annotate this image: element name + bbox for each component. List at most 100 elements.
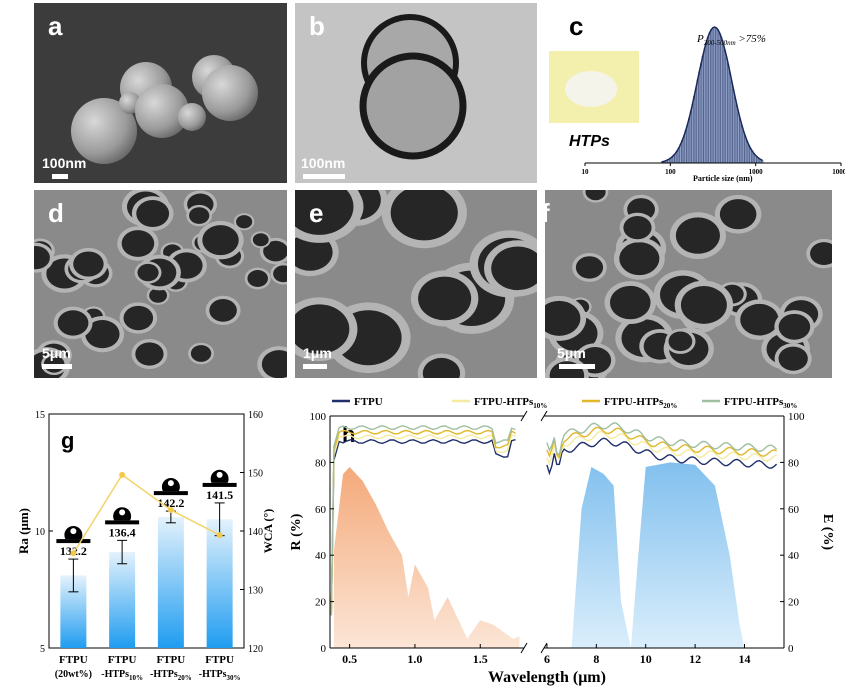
histogram-bar [725,56,728,164]
panel-g-right-tick: 140 [248,527,263,538]
panel-a-scale-label: 100nm [42,155,87,171]
wca-line [72,473,220,554]
wca-point [216,532,223,539]
histogram-bar [744,136,747,164]
histogram-bar [727,64,730,164]
reflectance-curve-visible [330,429,516,616]
histogram-bar [742,131,745,164]
histogram-bar [737,112,740,164]
panel-f-scale-label: 5μm [557,345,586,361]
panel-g-category-line1: FTPU [205,654,234,666]
panel-c-xlabel: Particle size (nm) [693,174,753,183]
panel-g-label: g [61,428,74,453]
droplet-highlight-icon [70,528,77,535]
histogram-bar [684,130,687,164]
panel-h-right-tick: 40 [788,550,800,562]
wca-value-label: 141.5 [206,488,233,502]
panel-h-right-tick: 20 [788,597,800,609]
panel-g-right-tick: 160 [248,410,263,421]
histogram-bar [686,124,689,164]
panel-c-xtick-label: 1000 [749,168,764,176]
panel-g-category-line2: -HTPs30% [199,669,241,682]
histogram-bar [698,71,701,164]
histogram-bar [722,43,724,164]
panel-h-ylabel-right: E (%) [820,514,835,551]
droplet-highlight-icon [216,471,223,478]
histogram-bar [739,119,742,164]
droplet-substrate-icon [105,520,140,525]
panel-f-scale-bar [559,364,595,369]
panel-h-left-tick: 60 [315,504,327,516]
panel-h-xtick-label: 14 [738,652,750,666]
histogram-bar [749,148,752,164]
histogram-bar [720,37,723,164]
histogram-bar [732,89,735,164]
histogram-bar [708,32,711,164]
panel-g-category-line1: FTPU [59,654,88,666]
axis-break-mark [520,642,528,654]
panel-c-xtick-label: 100 [665,168,676,176]
histogram-bar [730,80,733,164]
panel-d-pores [34,190,287,378]
panel-h-left-tick: 80 [315,457,327,469]
histogram-bar [705,42,707,164]
panel-e-pores [295,190,537,378]
panel-d-scale-bar [42,364,72,369]
panel-g-right-tick: 120 [248,644,263,655]
panel-h-xlabel: Wavelength (μm) [488,669,606,686]
wca-value-label: 142.2 [157,496,184,510]
histogram-bar [681,140,684,164]
droplet-substrate-icon [202,482,237,487]
histogram-bar [712,27,714,164]
panel-g-left-tick: 5 [40,644,45,655]
histogram-bar [735,104,738,164]
histogram-bar [700,63,702,164]
panel-g-category-line2: -HTPs20% [150,669,192,682]
panel-g-left-tick: 15 [35,410,45,421]
wca-value-label: 136.4 [109,525,136,539]
panel-h-left-tick: 100 [310,411,327,423]
panel-c-xtick-label: 10 [582,168,590,176]
panel-h-ylabel-left: R (%) [289,513,304,550]
panel-g-category-line2: -HTPs10% [101,669,143,682]
product-powder [565,71,617,107]
panel-h-left-tick: 0 [321,643,327,655]
droplet-highlight-icon [167,480,174,487]
ra-bar [206,519,233,648]
panel-c-xtick-label: 10000 [832,168,845,176]
panel-g-right-tick: 130 [248,586,263,597]
panel-h-xtick-label: 1.5 [473,652,488,666]
histogram-bar [688,118,690,164]
histogram-bar [710,29,713,164]
panel-g-category-line1: FTPU [157,654,186,666]
panel-f-pores [545,190,832,378]
panel-h-xtick-label: 0.5 [342,652,357,666]
panel-h-xtick-label: 12 [689,652,701,666]
reflectance-curve-visible [330,438,516,616]
panel-a-scale-bar [52,174,68,179]
panel-c-annotation: P200-500nm >75% [697,33,766,48]
axis-break-mark [520,410,528,422]
histogram-bar [729,72,731,164]
histogram-bar [723,49,726,164]
reflectance-curve-infrared [546,422,778,457]
droplet-substrate-icon [56,539,91,544]
histogram-bar [689,111,692,164]
droplet-substrate-icon [153,491,188,496]
histogram-bar [734,97,736,164]
histogram-bar [694,87,697,164]
legend-entry: FTPU-HTPs20% [604,396,677,410]
panel-c-size-distribution: c 10 100 1000 10000 P200-500nm >75% HTPs Pa… [545,3,845,183]
panel-g-ylabel-left: Ra (μm) [16,508,31,554]
panel-g-category-line1: FTPU [108,654,137,666]
wca-point [119,471,126,478]
legend-entry: FTPU-HTPs30% [724,396,797,410]
panel-g-right-tick: 150 [248,469,263,480]
histogram-bar [683,135,685,164]
panel-f-label: f [545,198,550,228]
histogram-bar [713,26,716,164]
droplet-highlight-icon [119,509,126,516]
panel-h-xtick-label: 1.0 [407,652,422,666]
histogram-bar [717,29,719,164]
